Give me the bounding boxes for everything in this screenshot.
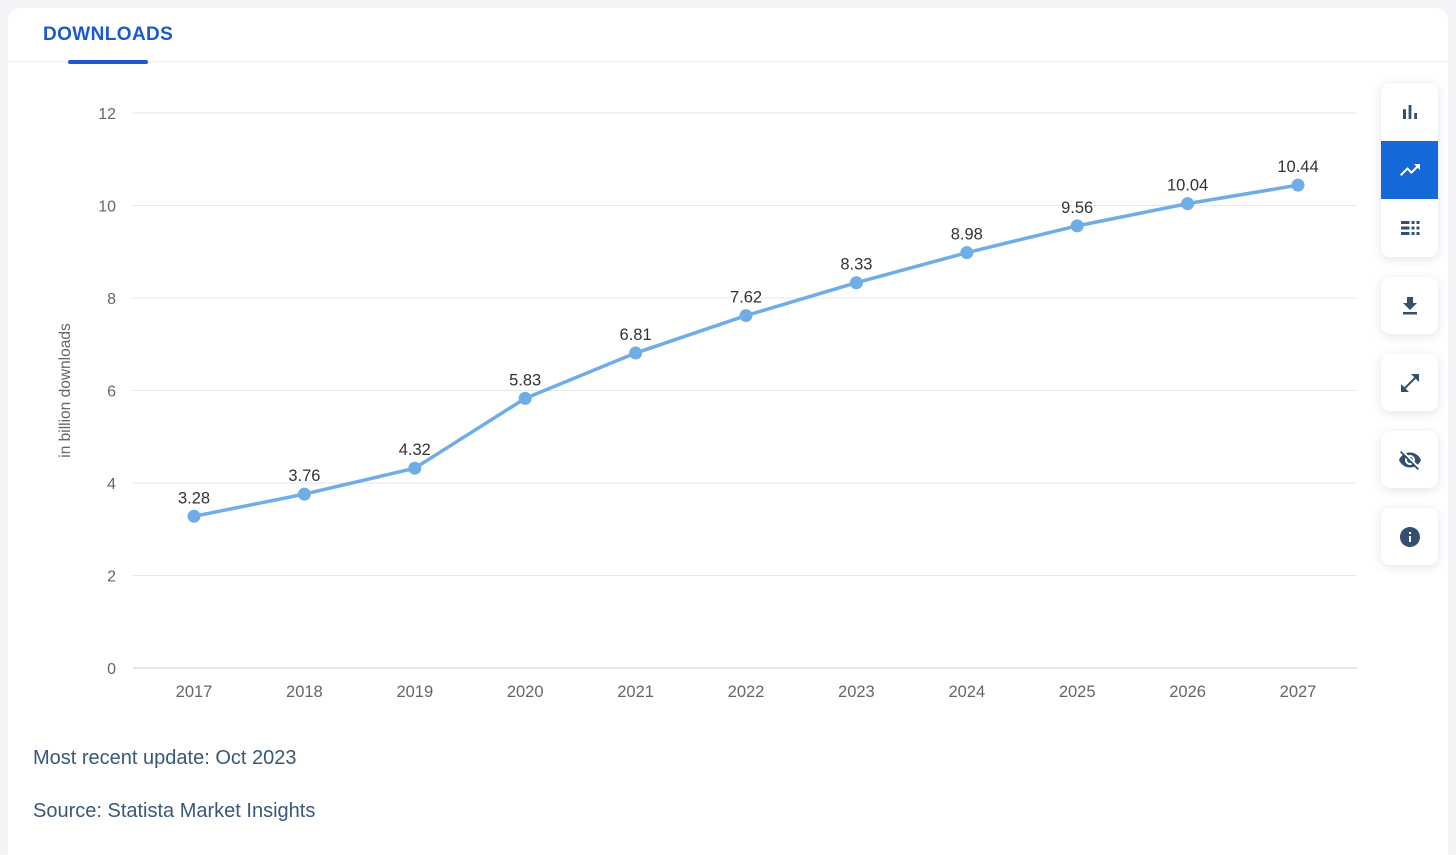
line-chart[interactable]: 0 2 4 6 8 10 12 in billion downloads 2017 2018 201… bbox=[8, 62, 1378, 720]
x-tick-label: 2024 bbox=[948, 683, 985, 701]
x-tick-label: 2025 bbox=[1059, 683, 1096, 701]
y-tick-label: 10 bbox=[98, 199, 116, 216]
data-point[interactable] bbox=[187, 509, 201, 523]
fullscreen-button[interactable] bbox=[1381, 354, 1438, 411]
tab-active-underline bbox=[68, 60, 149, 64]
tab-bar: DOWNLOADS bbox=[8, 8, 1448, 64]
download-icon bbox=[1402, 297, 1417, 315]
data-label: 3.76 bbox=[288, 467, 320, 485]
chart-widget: DOWNLOADS 0 2 4 6 8 10 12 in billion downloads 2… bbox=[8, 8, 1448, 855]
x-tick-label: 2026 bbox=[1169, 683, 1206, 701]
last-update-text: Most recent update: Oct 2023 bbox=[33, 747, 297, 769]
y-tick-label: 4 bbox=[107, 476, 116, 493]
x-tick-label: 2017 bbox=[176, 683, 213, 701]
table-icon bbox=[1400, 221, 1419, 235]
data-point[interactable] bbox=[849, 276, 863, 290]
x-tick-label: 2019 bbox=[396, 683, 433, 701]
line-chart-icon bbox=[1399, 164, 1420, 176]
data-label: 4.32 bbox=[399, 441, 431, 459]
data-label: 5.83 bbox=[509, 371, 541, 389]
y-tick-label: 8 bbox=[107, 291, 116, 308]
tab-downloads-label: DOWNLOADS bbox=[43, 23, 174, 45]
chart-toolbar bbox=[1381, 83, 1438, 565]
bar-chart-view-button[interactable] bbox=[1381, 83, 1438, 141]
y-tick-label: 6 bbox=[107, 384, 116, 401]
y-tick-label: 12 bbox=[98, 106, 116, 123]
data-label: 10.44 bbox=[1277, 158, 1318, 176]
table-view-button[interactable] bbox=[1381, 199, 1438, 257]
data-label: 6.81 bbox=[620, 326, 652, 344]
x-tick-label: 2018 bbox=[286, 683, 323, 701]
data-label: 8.98 bbox=[951, 226, 983, 244]
bar-chart-icon bbox=[1402, 105, 1417, 119]
chart-footer: Most recent update: Oct 2023 Source: Sta… bbox=[8, 720, 1448, 823]
data-label: 8.33 bbox=[840, 256, 872, 274]
data-label: 9.56 bbox=[1061, 199, 1093, 217]
download-button[interactable] bbox=[1381, 277, 1438, 334]
data-point[interactable] bbox=[1181, 197, 1195, 211]
line-chart-view-button[interactable] bbox=[1381, 141, 1438, 199]
data-point[interactable] bbox=[1291, 178, 1305, 192]
data-point[interactable] bbox=[408, 461, 422, 475]
x-tick-label: 2020 bbox=[507, 683, 544, 701]
x-tick-label: 2027 bbox=[1280, 683, 1317, 701]
x-tick-label: 2022 bbox=[728, 683, 765, 701]
expand-card bbox=[1381, 354, 1438, 411]
info-button[interactable] bbox=[1381, 508, 1438, 565]
tab-downloads[interactable]: DOWNLOADS bbox=[33, 8, 183, 64]
y-tick-label: 2 bbox=[107, 569, 116, 586]
hide-labels-icon bbox=[1398, 451, 1421, 470]
data-point[interactable] bbox=[297, 487, 311, 501]
data-label: 3.28 bbox=[178, 489, 210, 507]
data-label: 7.62 bbox=[730, 289, 762, 307]
y-axis-title: in billion downloads bbox=[57, 323, 74, 458]
data-point[interactable] bbox=[629, 346, 643, 360]
chart-type-switcher bbox=[1381, 83, 1438, 257]
expand-icon bbox=[1400, 374, 1419, 392]
download-card bbox=[1381, 277, 1438, 334]
toggle-labels-button[interactable] bbox=[1381, 431, 1438, 488]
data-point[interactable] bbox=[518, 391, 532, 405]
data-label: 10.04 bbox=[1167, 177, 1208, 195]
x-tick-label: 2021 bbox=[617, 683, 654, 701]
data-point[interactable] bbox=[739, 309, 753, 323]
info-card bbox=[1381, 508, 1438, 565]
source-text: Source: Statista Market Insights bbox=[33, 800, 316, 822]
data-point[interactable] bbox=[960, 246, 974, 260]
series-line bbox=[192, 183, 1300, 519]
data-point[interactable] bbox=[1070, 219, 1084, 233]
y-tick-label: 0 bbox=[107, 661, 116, 678]
info-icon bbox=[1399, 527, 1420, 547]
hide-labels-card bbox=[1381, 431, 1438, 488]
x-tick-label: 2023 bbox=[838, 683, 875, 701]
chart-area: 0 2 4 6 8 10 12 in billion downloads 2017 2018 201… bbox=[8, 62, 1448, 720]
